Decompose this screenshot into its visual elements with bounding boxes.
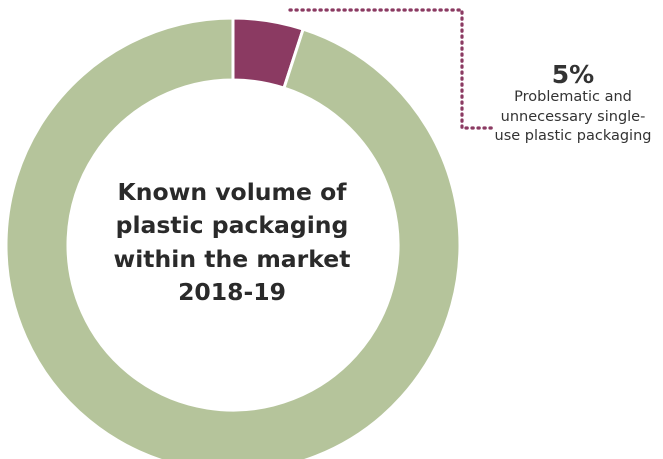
- callout-leader-line: [288, 8, 496, 130]
- chart-title: Known volume of plastic packaging within…: [113, 178, 351, 307]
- donut-slices: [4, 16, 462, 459]
- slice-percentage-label: 5%: [551, 60, 595, 89]
- slice-callout: 5% Problematic and unnecessary single-us…: [488, 60, 658, 147]
- donut-slice-remainder: [4, 16, 462, 459]
- slice-category-label: Problematic and unnecessary single-use p…: [494, 89, 652, 145]
